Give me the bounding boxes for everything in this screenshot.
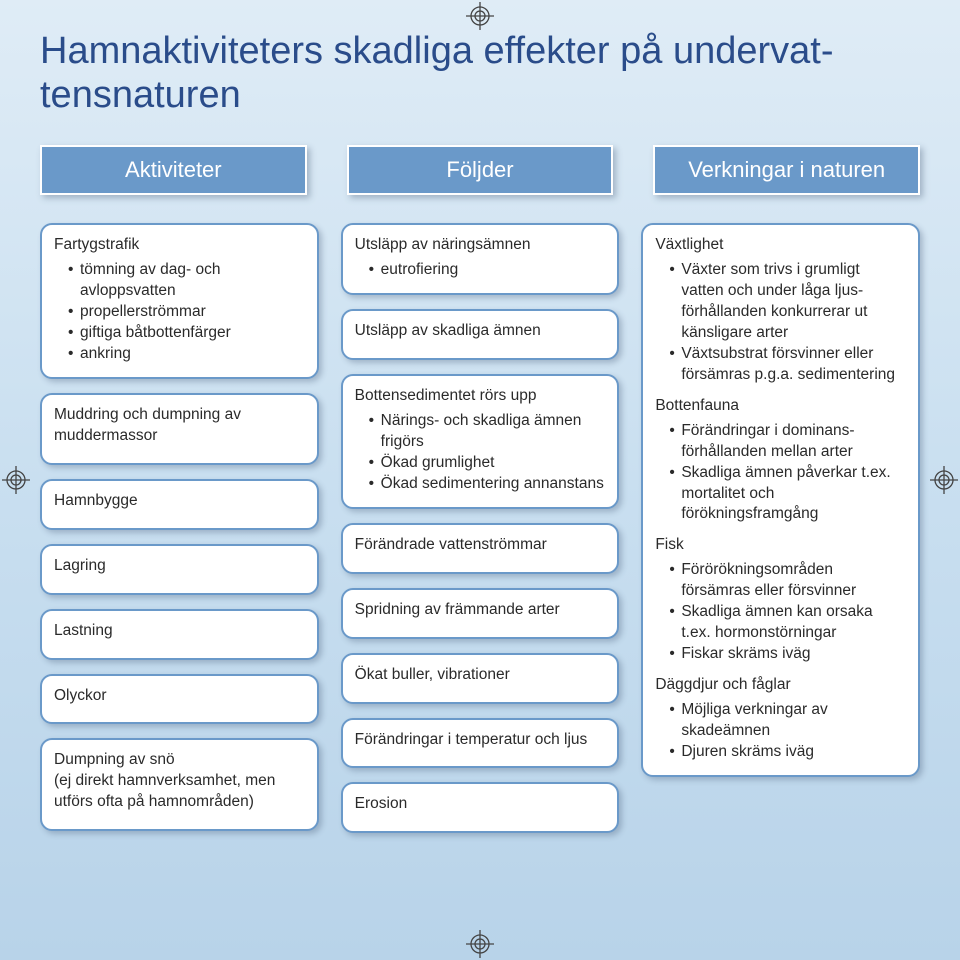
bullet-item: propellerströmmar: [68, 302, 305, 323]
card-title: Muddring och dumpning av muddermassor: [54, 405, 305, 447]
bullet-item: tömning av dag- och avloppsvatten: [68, 260, 305, 302]
card-title: Erosion: [355, 794, 606, 815]
card: Växtlighet Växter som trivs i grumligt v…: [641, 223, 920, 776]
column-activities: Fartygstrafik tömning av dag- och avlopps…: [40, 223, 319, 833]
column-consequences: Utsläpp av näringsämneneutrofieringUtslä…: [341, 223, 620, 833]
card: Bottensedimentet rörs upp Närings- och sk…: [341, 374, 620, 509]
bullet-item: eutrofiering: [369, 260, 606, 281]
card-title: Förändrade vattenströmmar: [355, 535, 606, 556]
card: Lagring: [40, 544, 319, 595]
card-section-title: Växtlighet: [655, 235, 906, 256]
card: Utsläpp av näringsämnen eutrofiering: [341, 223, 620, 295]
card-section-title: Fisk: [655, 535, 906, 556]
bullet-item: Närings- och skadliga ämnen frigörs: [369, 411, 606, 453]
card-title: Fartygstrafik: [54, 235, 305, 256]
bullet-item: giftiga båtbottenfärger: [68, 323, 305, 344]
columns: Fartygstrafik tömning av dag- och avlopps…: [40, 223, 920, 833]
card-title: Hamnbygge: [54, 491, 305, 512]
card-section: Däggdjur och fåglar Möjliga verkningar a…: [655, 675, 906, 763]
bullet-item: Fiskar skräms iväg: [669, 644, 906, 665]
card-title: Förändringar i temperatur och ljus: [355, 730, 606, 751]
bullet-item: Möjliga verkningar av skadeämnen: [669, 700, 906, 742]
card-title: Dumpning av snö(ej direkt hamnverksamhet…: [54, 750, 305, 813]
bullet-item: Skadliga ämnen kan orsaka t.ex. hormonst…: [669, 602, 906, 644]
page: Hamnaktiviteters skadliga effekter på un…: [0, 0, 960, 873]
card-title: Utsläpp av skadliga ämnen: [355, 321, 606, 342]
header-activities: Aktiviteter: [40, 145, 307, 195]
card-title: Utsläpp av näringsämnen: [355, 235, 606, 256]
card: Lastning: [40, 609, 319, 660]
bullet-item: ankring: [68, 344, 305, 365]
card: Hamnbygge: [40, 479, 319, 530]
card: Dumpning av snö(ej direkt hamnverksamhet…: [40, 738, 319, 831]
header-row: Aktiviteter Följder Verkningar i naturen: [40, 145, 920, 195]
card: Förändrade vattenströmmar: [341, 523, 620, 574]
bullet-item: Förändringar i dominans­förhållanden mel…: [669, 421, 906, 463]
card-title: Ökat buller, vibrationer: [355, 665, 606, 686]
header-consequences: Följder: [347, 145, 614, 195]
card-title: Lastning: [54, 621, 305, 642]
page-title: Hamnaktiviteters skadliga effekter på un…: [40, 30, 920, 117]
card: Ökat buller, vibrationer: [341, 653, 620, 704]
bullet-item: Växter som trivs i grumligt vatten och u…: [669, 260, 906, 344]
card-section: Bottenfauna Förändringar i dominans­förh…: [655, 396, 906, 526]
card-section: Växtlighet Växter som trivs i grumligt v…: [655, 235, 906, 385]
card-title: Bottensedimentet rörs upp: [355, 386, 606, 407]
header-effects: Verkningar i naturen: [653, 145, 920, 195]
bullet-item: Ökad grumlighet: [369, 453, 606, 474]
card-title: Lagring: [54, 556, 305, 577]
card: Olyckor: [40, 674, 319, 725]
bullet-item: Förörökningsområden försämras eller förs…: [669, 560, 906, 602]
card: Muddring och dumpning av muddermassor: [40, 393, 319, 465]
registration-mark-bottom: [466, 930, 494, 958]
card-title: Spridning av främmande arter: [355, 600, 606, 621]
card: Fartygstrafik tömning av dag- och avlopps…: [40, 223, 319, 379]
bullet-item: Djuren skräms iväg: [669, 742, 906, 763]
card: Utsläpp av skadliga ämnen: [341, 309, 620, 360]
card-section-title: Däggdjur och fåglar: [655, 675, 906, 696]
card-section: Fisk Förörökningsområden försämras eller…: [655, 535, 906, 665]
card-title: Olyckor: [54, 686, 305, 707]
card: Förändringar i temperatur och ljus: [341, 718, 620, 769]
card: Spridning av främmande arter: [341, 588, 620, 639]
bullet-item: Skadliga ämnen påverkar t.ex. mortalitet…: [669, 463, 906, 526]
card-section-title: Bottenfauna: [655, 396, 906, 417]
bullet-item: Växtsubstrat försvinner eller försämras …: [669, 344, 906, 386]
column-effects: Växtlighet Växter som trivs i grumligt v…: [641, 223, 920, 833]
bullet-item: Ökad sedimentering annanstans: [369, 474, 606, 495]
card: Erosion: [341, 782, 620, 833]
